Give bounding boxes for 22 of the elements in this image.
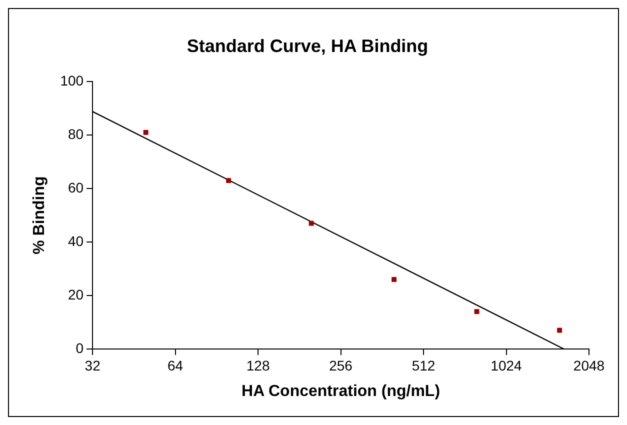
chart-title: Standard Curve, HA Binding — [186, 36, 428, 56]
point — [557, 328, 562, 333]
point — [143, 130, 148, 135]
y-tick-label: 20 — [68, 286, 84, 302]
x-tick-label: 256 — [329, 357, 353, 374]
y-axis-title: % Binding — [31, 176, 48, 254]
x-tick-label: 128 — [246, 357, 270, 374]
point — [308, 220, 314, 226]
y-tick-label: 80 — [68, 126, 84, 142]
x-axis-title: HA Concentration (ng/mL) — [242, 382, 440, 400]
y-tick-label: 60 — [68, 179, 84, 196]
point — [392, 277, 397, 282]
x-tick-label: 1024 — [490, 357, 522, 374]
x-tick-label: 64 — [168, 357, 184, 374]
x-tick-label: 32 — [84, 357, 101, 374]
x-tick-label: 2048 — [573, 357, 605, 374]
point — [226, 178, 232, 184]
y-tick-label: 0 — [76, 340, 84, 356]
point — [474, 309, 480, 314]
y-tick-label: 40 — [68, 232, 84, 249]
x-tick-label: 512 — [412, 357, 436, 374]
y-tick-label: 100 — [60, 72, 84, 88]
